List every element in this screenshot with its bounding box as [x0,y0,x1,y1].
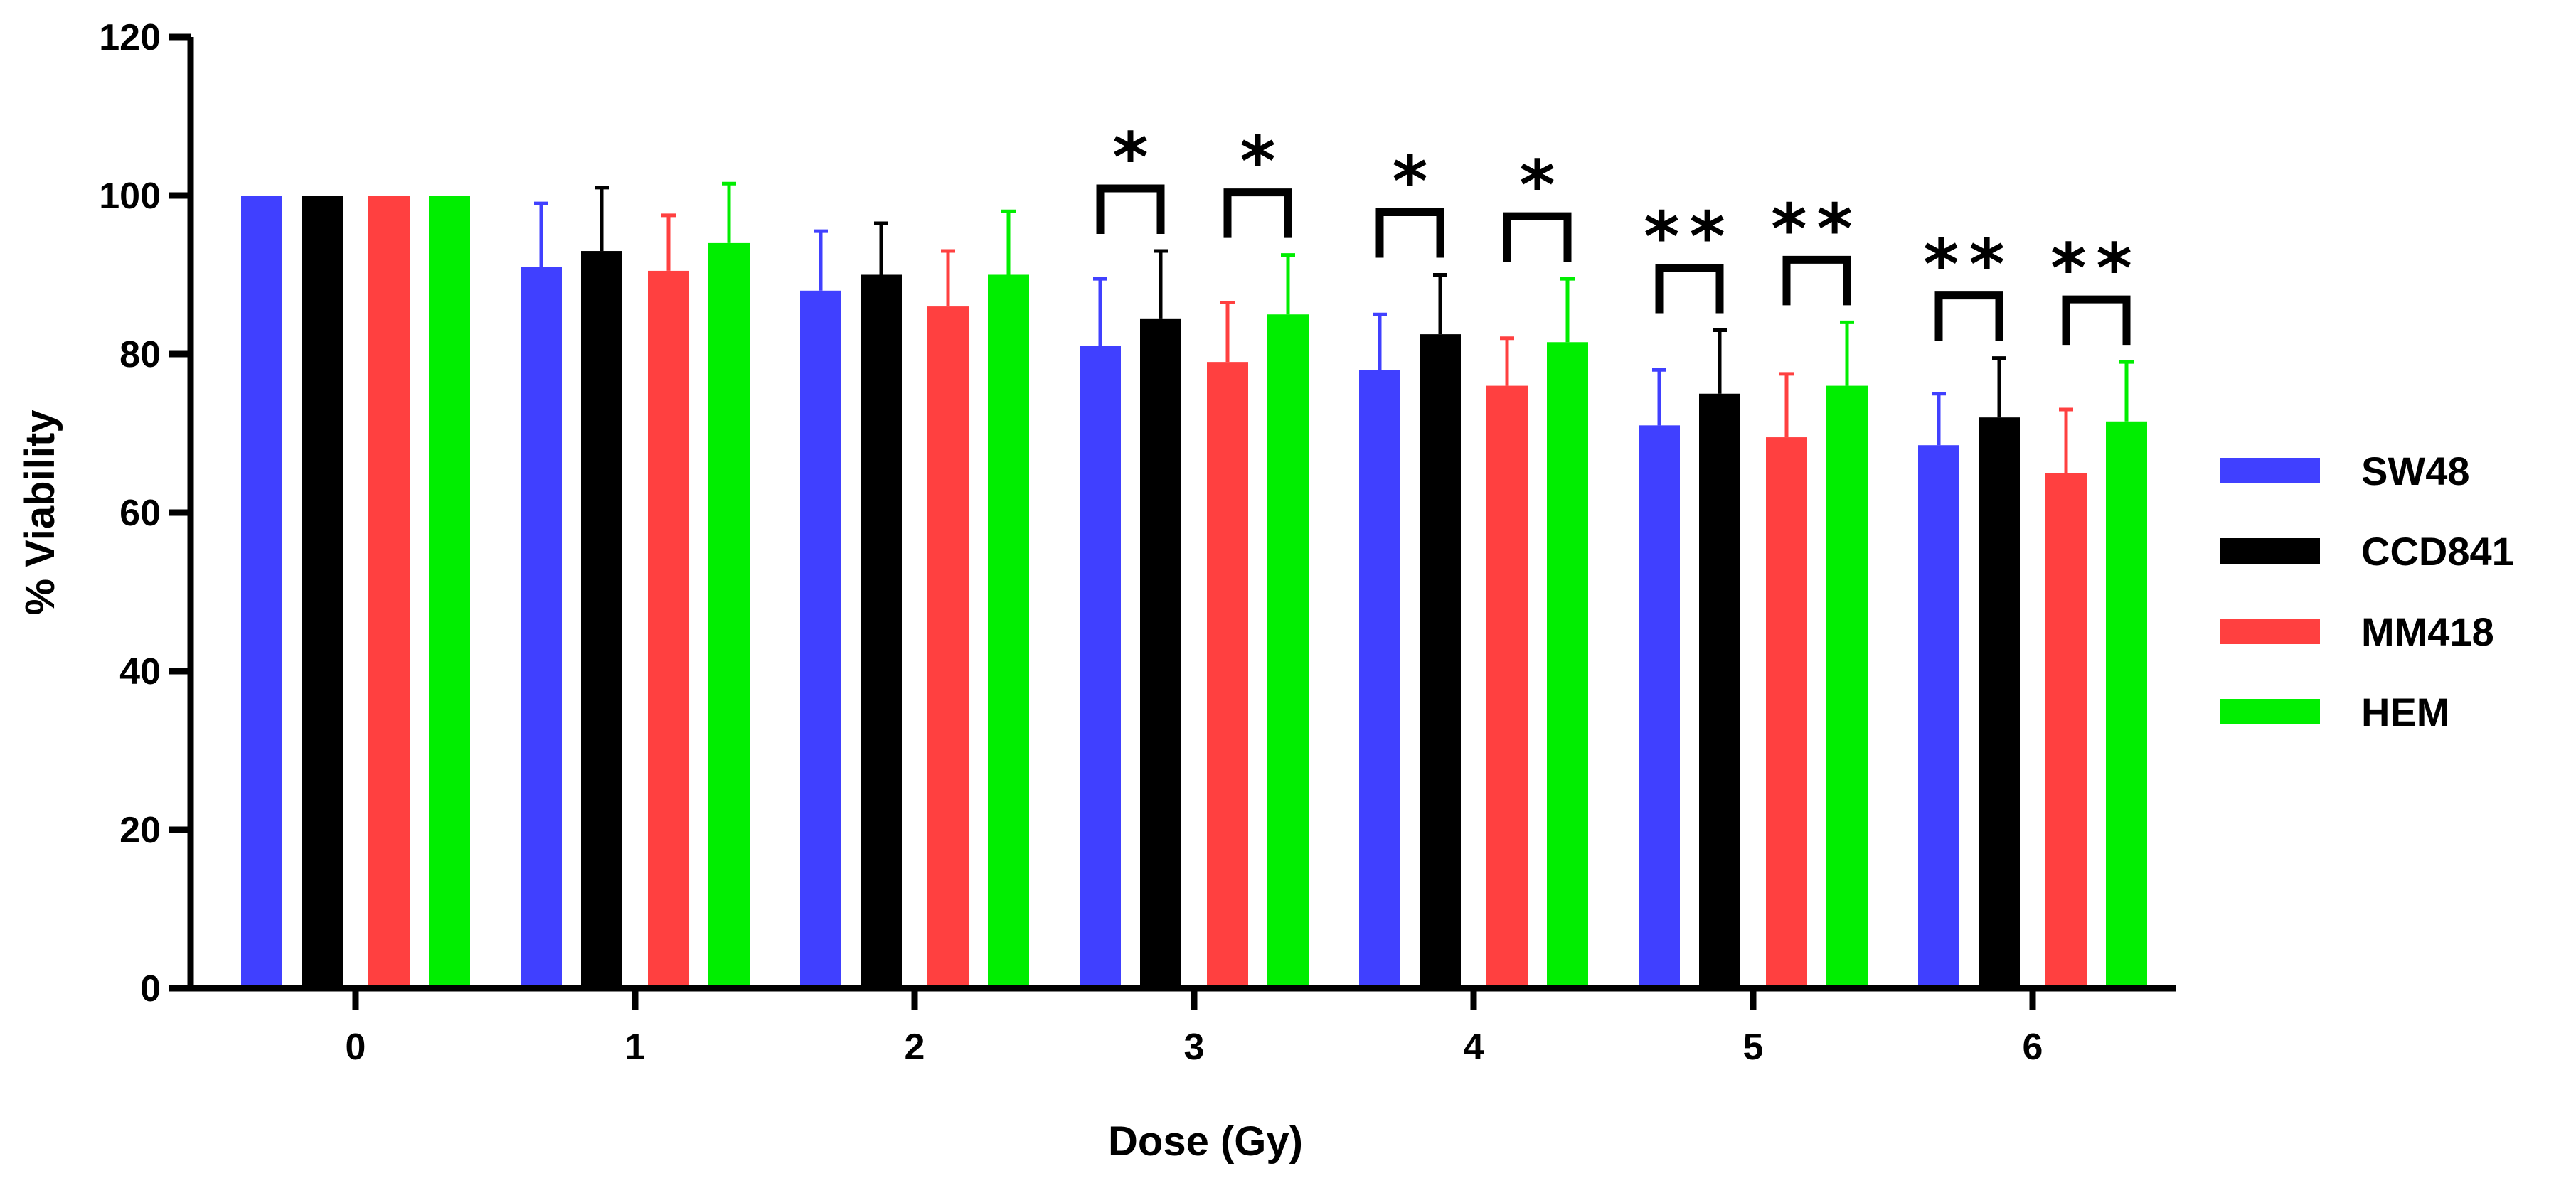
significance-label-dose-4-sw48-ccd841: * [1392,142,1427,222]
bar-hem-dose-5 [1826,385,1868,988]
x-tick-label-5: 5 [1743,1027,1764,1068]
significance-label-dose-3-mm418-hem: * [1240,122,1275,202]
legend-swatch-hem [2220,699,2320,724]
y-tick-label-40: 40 [119,651,161,692]
bar-ccd841-dose-5 [1699,393,1740,988]
significance-bracket-dose-5-sw48-ccd841 [1655,264,1724,314]
significance-label-dose-5-mm418-hem: ** [1771,189,1862,269]
bar-ccd841-dose-2 [861,274,902,988]
significance-bracket-dose-6-mm418-hem [2062,295,2131,346]
significance-bracket-dose-4-mm418-hem [1503,212,1572,262]
bar-mm418-dose-1 [648,270,689,988]
bar-mm418-dose-3 [1207,362,1248,988]
x-tick-label-1: 1 [625,1027,646,1068]
bar-hem-dose-0 [429,196,470,988]
bar-mm418-dose-2 [927,306,969,989]
significance-label-dose-6-mm418-hem: ** [2050,229,2141,309]
y-tick-label-20: 20 [119,810,161,851]
bar-sw48-dose-2 [800,290,841,988]
significance-bracket-dose-6-sw48-ccd841 [1934,291,2003,341]
x-tick-label-3: 3 [1184,1027,1205,1068]
bar-hem-dose-6 [2106,421,2147,988]
y-tick-label-60: 60 [119,493,161,534]
significance-label-dose-5-sw48-ccd841: ** [1644,198,1735,277]
legend-label-sw48: SW48 [2361,449,2470,493]
bar-sw48-dose-0 [241,196,282,988]
legend-swatch-ccd841 [2220,538,2320,564]
significance-label-dose-6-sw48-ccd841: ** [1923,225,2014,305]
error-bars-layer [534,181,2134,473]
bar-sw48-dose-6 [1918,445,1959,988]
bars-layer [241,196,2147,989]
x-tick-label-2: 2 [905,1027,925,1068]
bar-ccd841-dose-6 [1979,417,2020,988]
significance-label-dose-4-mm418-hem: * [1519,146,1555,225]
bar-mm418-dose-5 [1766,437,1807,988]
legend-swatch-sw48 [2220,458,2320,483]
y-axis-title: % Viability [17,410,63,615]
bar-mm418-dose-6 [2045,473,2087,988]
axes-layer: 0 20 40 60 80 100 120 0 1 2 3 4 5 6 [99,17,2176,1068]
significance-layer: * * * *** ** ** ** [1096,118,2141,346]
legend-label-mm418: MM418 [2361,609,2494,654]
bar-hem-dose-2 [988,274,1029,988]
bar-hem-dose-3 [1267,314,1309,988]
x-tick-label-4: 4 [1464,1027,1484,1068]
legend-swatch-mm418 [2220,619,2320,644]
y-tick-label-0: 0 [140,968,161,1010]
bar-hem-dose-4 [1547,342,1588,988]
significance-bracket-dose-3-mm418-hem [1223,188,1292,238]
legend-label-hem: HEM [2361,690,2449,734]
bar-hem-dose-1 [708,242,750,988]
bar-sw48-dose-1 [521,267,562,989]
y-tick-label-80: 80 [119,334,161,375]
y-tick-label-100: 100 [99,176,161,217]
bar-ccd841-dose-1 [581,251,622,988]
x-tick-label-6: 6 [2023,1027,2043,1068]
x-tick-label-0: 0 [346,1027,366,1068]
x-axis-title: Dose (Gy) [1108,1118,1303,1165]
significance-label-dose-3-sw48-ccd841: * [1112,118,1148,198]
bar-mm418-dose-4 [1486,385,1528,988]
bar-sw48-dose-3 [1080,346,1121,989]
bar-ccd841-dose-4 [1420,334,1461,988]
significance-bracket-dose-5-mm418-hem [1782,255,1851,306]
legend: SW48 CCD841 MM418 HEM [2220,449,2514,734]
bar-ccd841-dose-3 [1140,318,1181,988]
legend-label-ccd841: CCD841 [2361,529,2514,574]
significance-bracket-dose-4-sw48-ccd841 [1375,208,1444,258]
bar-mm418-dose-0 [368,196,410,988]
significance-bracket-dose-3-sw48-ccd841 [1096,184,1165,235]
bar-ccd841-dose-0 [302,196,343,988]
y-tick-label-120: 120 [99,17,161,58]
bar-sw48-dose-5 [1639,425,1680,988]
bar-sw48-dose-4 [1359,370,1400,988]
